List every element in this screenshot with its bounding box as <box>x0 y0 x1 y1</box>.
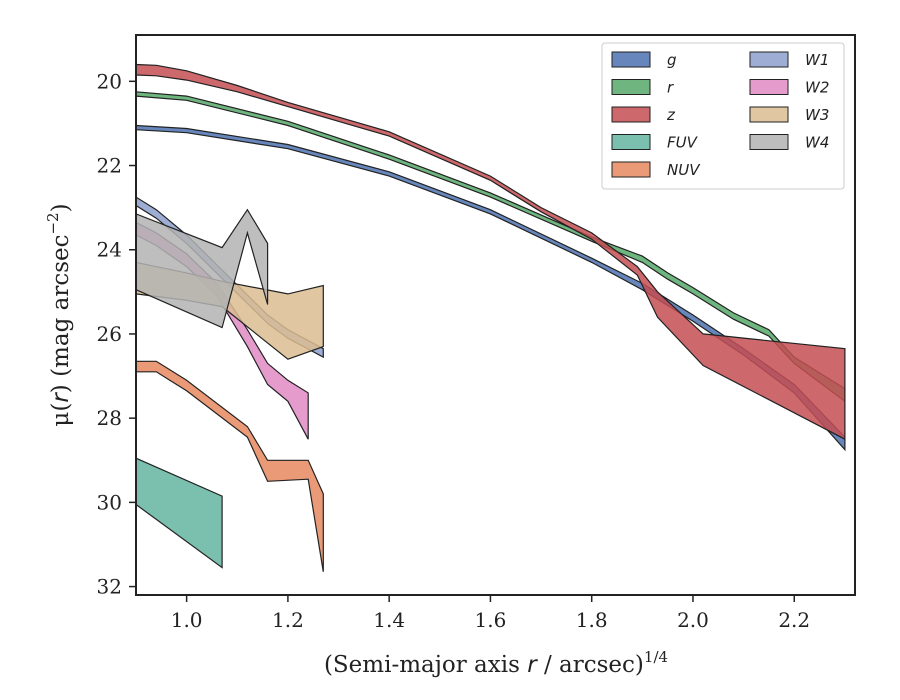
y-tick-label: 20 <box>97 69 122 93</box>
x-tick-label: 1.6 <box>475 608 507 632</box>
legend-swatch-nuv <box>611 161 651 178</box>
plot-frame <box>135 34 856 596</box>
legend-label-nuv: NUV <box>667 161 701 179</box>
x-axis-title: (Semi-major axis r / arcsec)1/4 <box>324 648 668 678</box>
data-bands <box>136 63 846 572</box>
band-fuv <box>136 457 223 569</box>
legend-label-r: r <box>667 79 674 97</box>
legend-label-fuv: FUV <box>667 134 699 152</box>
band-g <box>136 124 846 452</box>
legend-swatch-w1 <box>749 51 789 68</box>
legend-label-g: g <box>667 51 677 69</box>
y-tick-label: 30 <box>97 490 122 514</box>
legend-label-z: z <box>666 106 676 124</box>
legend-swatch-w4 <box>749 134 789 150</box>
x-tick-label: 1.2 <box>272 608 304 632</box>
x-tick-label: 1.0 <box>171 608 203 632</box>
legend-label-w1: W1 <box>805 51 829 69</box>
legend-label-w4: W4 <box>805 134 829 152</box>
y-tick-label: 32 <box>97 575 122 599</box>
y-axis-title: μ(r) (mag arcsec−2) <box>44 203 74 426</box>
legend-swatch-w2 <box>749 79 789 95</box>
x-axis: 1.0 1.2 1.4 1.6 1.8 2.0 2.2 <box>171 595 810 632</box>
band-nuv <box>136 360 324 572</box>
legend-swatch-r <box>611 79 651 95</box>
legend-swatch-w3 <box>749 106 789 123</box>
y-tick-label: 24 <box>97 238 122 262</box>
x-tick-label: 1.4 <box>373 608 405 632</box>
legend-label-w3: W3 <box>805 106 829 124</box>
legend-swatch-fuv <box>611 134 651 150</box>
y-tick-label: 28 <box>97 406 122 430</box>
x-tick-label: 2.2 <box>778 608 810 632</box>
x-tick-label: 1.8 <box>576 608 608 632</box>
band-w4 <box>136 208 269 329</box>
y-tick-label: 26 <box>97 322 122 346</box>
legend: grz FUV NUV W1 W2 W3 W4 <box>601 42 845 190</box>
legend-swatch-z <box>611 106 651 123</box>
y-tick-label: 22 <box>97 154 122 178</box>
band-z <box>136 63 846 441</box>
y-axis: 20 22 24 26 28 30 32 <box>97 69 136 599</box>
x-tick-label: 2.0 <box>677 608 709 632</box>
legend-label-w2: W2 <box>805 79 829 97</box>
legend-swatch-g <box>611 51 651 68</box>
